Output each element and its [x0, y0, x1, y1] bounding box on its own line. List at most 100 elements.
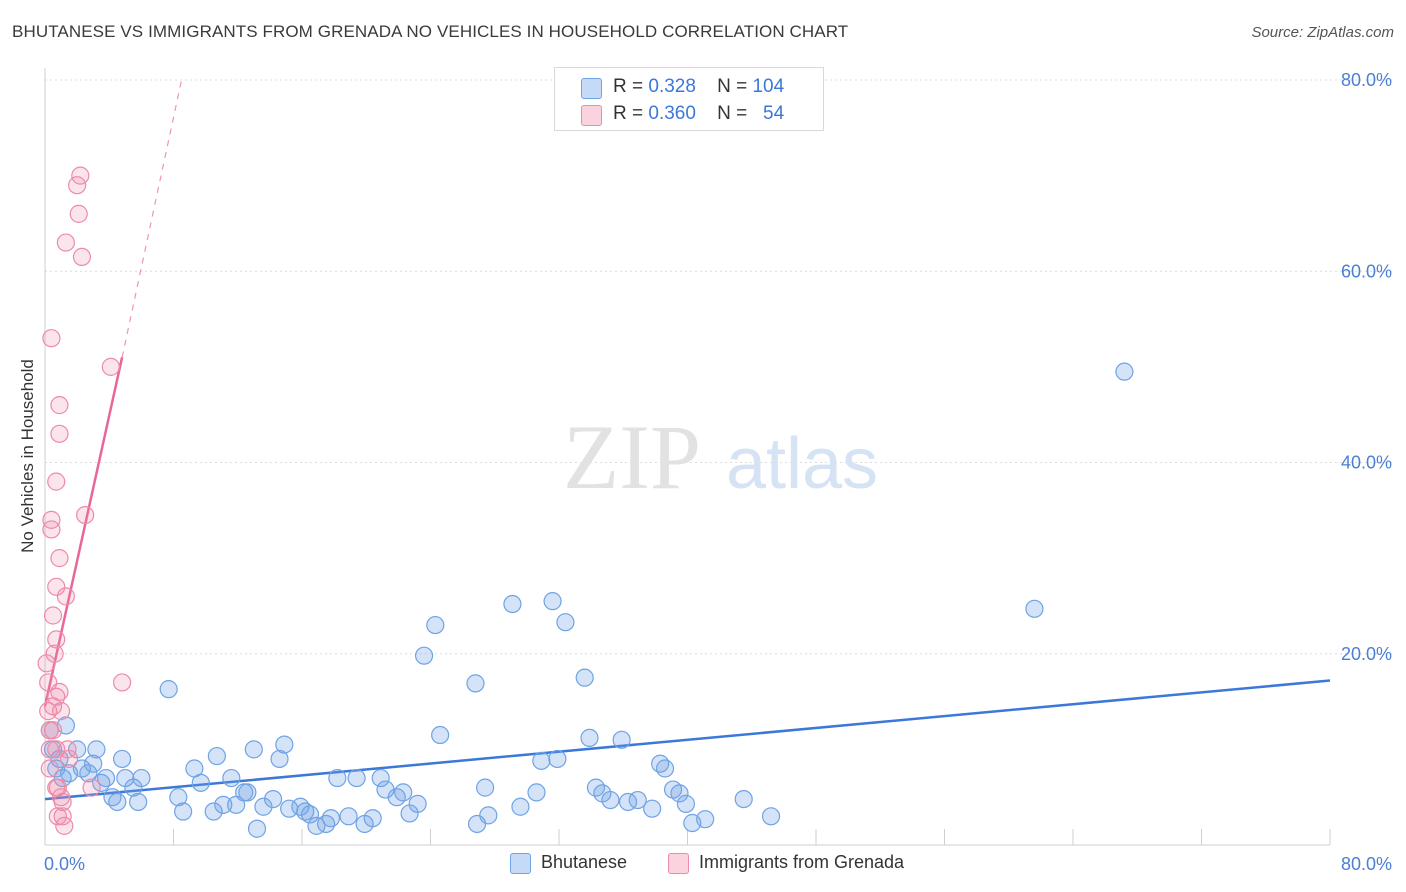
point-grenada	[40, 759, 59, 778]
point-bhutanese	[628, 790, 647, 810]
point-bhutanese	[575, 668, 594, 687]
chart-title: BHUTANESE VS IMMIGRANTS FROM GRENADA NO …	[12, 22, 849, 41]
point-bhutanese	[87, 740, 106, 759]
point-bhutanese	[174, 802, 193, 821]
point-bhutanese	[238, 783, 257, 802]
point-grenada	[112, 673, 132, 692]
y-axis-label: No Vehicles in Household	[18, 359, 37, 553]
point-bhutanese	[159, 680, 178, 699]
point-bhutanese	[328, 768, 347, 788]
legend-r-value: 0.360	[648, 103, 696, 124]
trend-line-bhutanese	[44, 679, 1331, 801]
point-bhutanese	[479, 806, 498, 825]
point-bhutanese	[527, 783, 546, 802]
point-grenada	[56, 587, 75, 606]
point-bhutanese	[263, 789, 283, 809]
point-bhutanese	[511, 797, 530, 816]
y-tick-label: 20.0%	[1341, 644, 1392, 664]
point-grenada	[101, 357, 120, 376]
point-grenada	[43, 606, 63, 625]
axes	[44, 68, 1331, 846]
point-bhutanese	[371, 768, 390, 788]
legend-r-label: R =	[613, 103, 644, 124]
point-bhutanese	[426, 615, 445, 635]
point-bhutanese	[696, 810, 715, 829]
point-grenada	[47, 630, 66, 649]
watermark-atlas: atlas	[726, 424, 878, 504]
point-grenada	[53, 792, 72, 812]
point-grenada	[50, 549, 69, 568]
legend-n-value: 104	[752, 76, 785, 97]
series-label: Bhutanese	[541, 852, 628, 872]
point-bhutanese	[394, 783, 413, 802]
point-bhutanese	[275, 735, 294, 754]
point-bhutanese	[316, 814, 336, 834]
point-bhutanese	[612, 730, 631, 749]
grid-lines	[45, 79, 1392, 655]
legend-swatch-pink	[581, 105, 602, 126]
point-grenada	[43, 721, 63, 740]
watermark: ZIP atlas	[563, 406, 878, 508]
y-tick-label: 40.0%	[1341, 453, 1392, 473]
point-bhutanese	[254, 797, 273, 816]
legend-swatch-blue	[581, 78, 602, 99]
source-credit: Source: ZipAtlas.com	[1251, 24, 1394, 41]
point-grenada	[51, 702, 71, 721]
point-bhutanese	[270, 749, 289, 769]
data-points	[37, 166, 1134, 838]
point-bhutanese	[204, 802, 223, 821]
point-bhutanese	[503, 594, 522, 614]
point-bhutanese	[643, 799, 662, 818]
point-bhutanese	[1025, 599, 1044, 618]
point-grenada	[55, 816, 74, 835]
x-tick-label: 80.0%	[1341, 854, 1392, 874]
point-bhutanese	[363, 809, 382, 828]
point-bhutanese	[580, 728, 599, 748]
point-bhutanese	[408, 794, 427, 813]
point-grenada	[56, 233, 75, 252]
point-grenada	[47, 577, 66, 596]
point-bhutanese	[1115, 362, 1134, 381]
correlation-legend: R = 0.328 N = 104 R = 0.360 N = 54	[554, 67, 824, 131]
point-bhutanese	[414, 646, 434, 665]
y-tick-label: 80.0%	[1341, 70, 1392, 90]
point-bhutanese	[670, 784, 689, 803]
point-bhutanese	[655, 759, 675, 778]
point-grenada	[50, 396, 69, 415]
point-bhutanese	[543, 592, 562, 611]
point-bhutanese	[247, 819, 267, 838]
legend-n-label: N =	[717, 103, 748, 124]
legend-r-label: R =	[613, 76, 644, 97]
point-bhutanese	[207, 746, 226, 766]
series-label: Immigrants from Grenada	[699, 852, 905, 872]
point-grenada	[50, 682, 69, 702]
x-tick-label: 0.0%	[44, 854, 85, 874]
point-bhutanese	[556, 613, 575, 632]
point-bhutanese	[676, 794, 695, 813]
point-grenada	[59, 749, 79, 769]
point-grenada	[68, 176, 87, 195]
point-grenada	[71, 166, 90, 185]
point-bhutanese	[222, 768, 241, 788]
point-bhutanese	[300, 805, 320, 824]
point-bhutanese	[132, 768, 151, 788]
point-bhutanese	[476, 778, 495, 797]
legend-n-label: N =	[717, 76, 748, 97]
point-bhutanese	[761, 807, 781, 826]
series-swatch-pink	[668, 853, 689, 874]
point-grenada	[72, 247, 92, 267]
point-bhutanese	[108, 792, 127, 812]
point-bhutanese	[548, 749, 567, 769]
legend-n-value: 54	[763, 103, 785, 124]
point-grenada	[42, 329, 61, 348]
point-bhutanese	[431, 725, 450, 745]
point-grenada	[40, 740, 59, 759]
watermark-zip: ZIP	[563, 406, 701, 508]
point-bhutanese	[84, 754, 103, 773]
point-grenada	[45, 644, 64, 663]
point-bhutanese	[79, 764, 98, 783]
point-grenada	[42, 510, 61, 529]
point-bhutanese	[339, 807, 358, 826]
y-tick-label: 60.0%	[1341, 261, 1392, 281]
